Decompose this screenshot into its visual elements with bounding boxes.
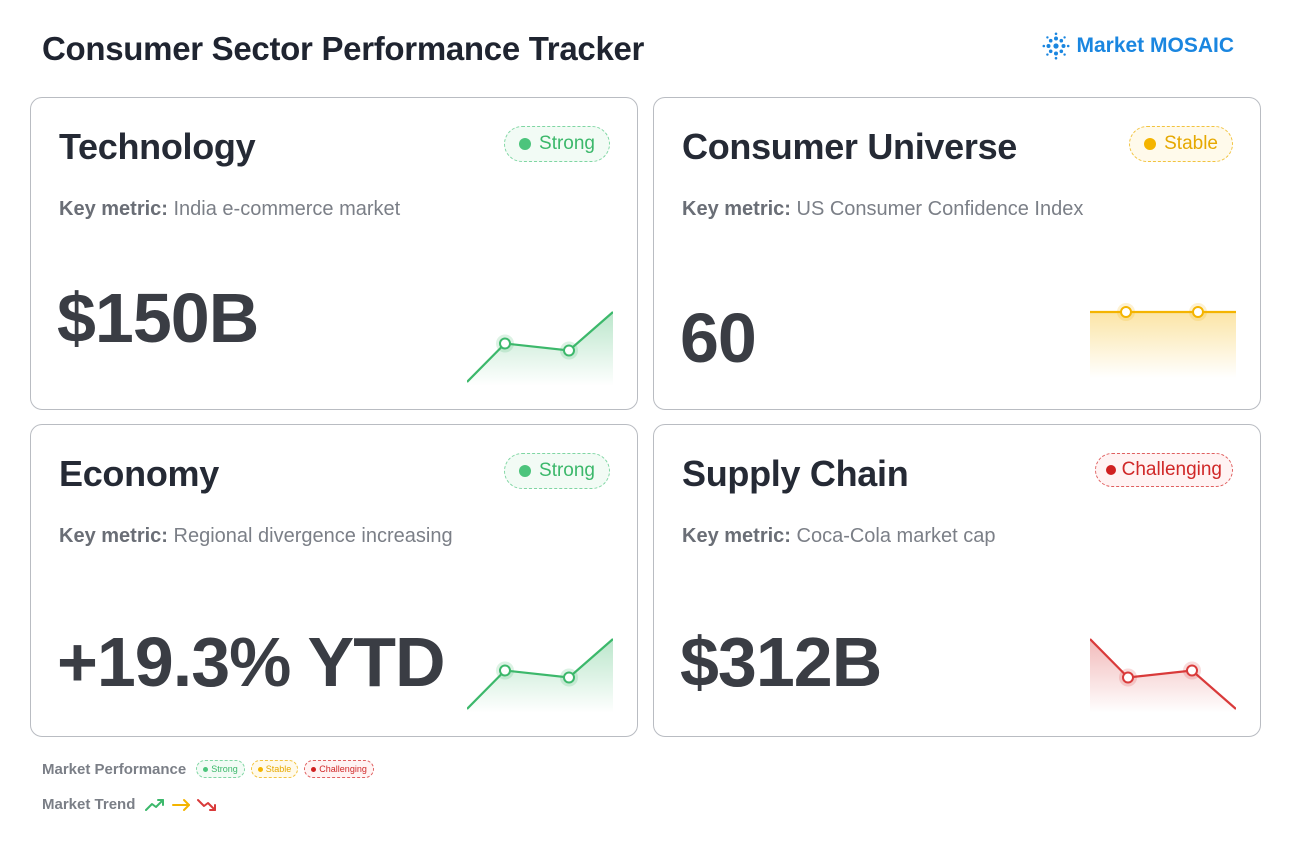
trend-flat-icon [172, 798, 191, 811]
status-badge: Challenging [1094, 453, 1233, 487]
legend-trend-label: Market Trend [42, 796, 136, 813]
status-dot-icon [1105, 465, 1116, 475]
card-title: Supply Chain [682, 453, 909, 494]
status-label: Strong [539, 133, 595, 154]
status-badge: Strong [504, 453, 610, 489]
key-metric-text: India e-commerce market [173, 198, 401, 220]
card-title: Consumer Universe [682, 126, 1018, 167]
legend-performance-label: Market Performance [42, 760, 187, 778]
key-metric-label: Key metric: [682, 525, 791, 547]
sparkline-point [1186, 664, 1198, 677]
sparkline-point [1122, 671, 1134, 684]
key-metric: Key metric: India e-commerce market [59, 198, 400, 221]
sector-card-supply-chain[interactable]: Supply Chain Challenging Key metric: Coc… [653, 424, 1261, 737]
sector-card-technology[interactable]: Technology Strong Key metric: India e-co… [30, 97, 638, 410]
legend-performance: Market Performance Strong Stable Challen… [42, 760, 374, 778]
key-metric-label: Key metric: [59, 525, 168, 547]
key-metric-text: Regional divergence increasing [173, 525, 453, 547]
legend-badge-stable: Stable [250, 760, 299, 778]
status-badge: Strong [504, 126, 610, 162]
card-title: Technology [59, 126, 256, 167]
key-metric: Key metric: Coca-Cola market cap [682, 525, 995, 548]
sparkline-line [467, 638, 613, 710]
sparkline-point [499, 664, 511, 677]
metric-value: $312B [680, 623, 882, 701]
legend-badge-label: Strong [211, 764, 238, 774]
brand-name: Market MOSAIC [1076, 34, 1234, 57]
sparkline-point [1120, 306, 1132, 318]
status-label: Challenging [1121, 459, 1222, 480]
status-dot-icon [519, 465, 532, 477]
sparkline-point [1192, 306, 1204, 318]
status-dot-icon [1144, 138, 1157, 150]
legend-badge-challenging: Challenging [304, 760, 374, 778]
key-metric: Key metric: Regional divergence increasi… [59, 525, 453, 548]
sparkline-line [467, 311, 613, 383]
sparkline-up [467, 638, 613, 713]
sparkline-down [1090, 638, 1236, 713]
sparkline-point [563, 344, 575, 357]
legend-badge-label: Stable [265, 764, 292, 774]
trend-up-icon [145, 798, 165, 811]
key-metric-text: Coca-Cola market cap [796, 525, 996, 547]
key-metric: Key metric: US Consumer Confidence Index [682, 198, 1083, 221]
sparkline-area [467, 639, 613, 713]
brand-logo[interactable]: Market MOSAIC [1042, 32, 1234, 60]
sparkline-area [1090, 312, 1236, 378]
page-title: Consumer Sector Performance Tracker [42, 30, 645, 67]
status-dot-icon [203, 766, 209, 772]
sector-card-economy[interactable]: Economy Strong Key metric: Regional dive… [30, 424, 638, 737]
trend-down-icon [197, 798, 217, 811]
mosaic-logo-icon [1042, 32, 1070, 60]
status-label: Strong [539, 460, 595, 481]
sparkline-area [1090, 639, 1236, 713]
status-dot-icon [519, 138, 532, 150]
key-metric-text: US Consumer Confidence Index [796, 198, 1084, 220]
sparkline-flat [1090, 303, 1236, 378]
sparkline-area [467, 312, 613, 386]
sparkline-up [467, 311, 613, 386]
metric-value: $150B [57, 279, 259, 357]
status-dot-icon [257, 766, 263, 772]
legend-badge-strong: Strong [196, 760, 245, 778]
sparkline-point [563, 671, 575, 684]
legend-badge-label: Challenging [319, 764, 367, 774]
card-title: Economy [59, 453, 219, 494]
sparkline-point [499, 337, 511, 350]
sector-card-consumer-universe[interactable]: Consumer Universe Stable Key metric: US … [653, 97, 1261, 410]
status-dot-icon [311, 766, 317, 772]
sparkline-line [1090, 638, 1236, 710]
key-metric-label: Key metric: [59, 198, 168, 220]
key-metric-label: Key metric: [682, 198, 791, 220]
status-badge: Stable [1129, 126, 1233, 162]
metric-value: 60 [680, 299, 757, 377]
metric-value: +19.3% YTD [57, 623, 446, 701]
legend-trend: Market Trend [42, 796, 219, 813]
status-label: Stable [1164, 133, 1218, 154]
